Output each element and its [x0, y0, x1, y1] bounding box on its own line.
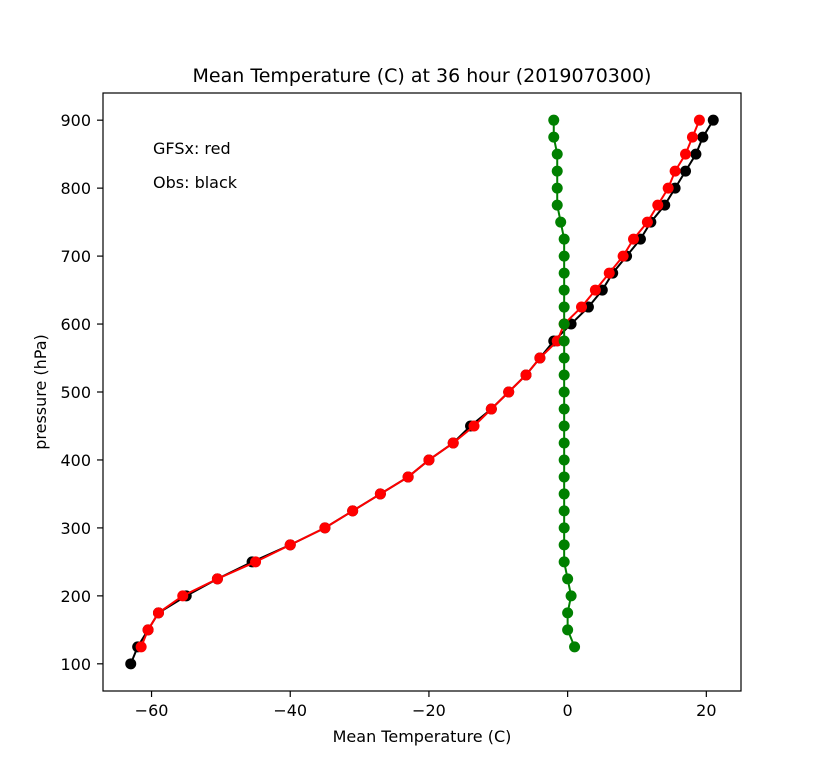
x-tick-label: −60 — [135, 701, 169, 720]
data-point — [142, 624, 154, 636]
y-tick-label: 700 — [60, 247, 91, 266]
data-point — [468, 420, 480, 432]
data-point — [423, 454, 435, 466]
data-point — [558, 454, 570, 466]
data-point — [558, 301, 570, 313]
data-point — [135, 641, 147, 653]
y-tick-label: 400 — [60, 451, 91, 470]
data-point — [565, 590, 577, 602]
y-tick-label: 100 — [60, 655, 91, 674]
data-point — [551, 199, 563, 211]
data-point — [680, 165, 692, 177]
data-point — [569, 641, 581, 653]
data-point — [562, 607, 574, 619]
y-tick-label: 200 — [60, 587, 91, 606]
data-point — [555, 216, 567, 228]
data-point — [558, 420, 570, 432]
y-tick-label: 600 — [60, 315, 91, 334]
chart-title: Mean Temperature (C) at 36 hour (2019070… — [193, 65, 652, 87]
data-point — [558, 318, 570, 330]
data-point — [576, 301, 587, 313]
data-point — [551, 182, 563, 194]
data-point — [562, 624, 574, 636]
data-point — [558, 539, 570, 551]
data-point — [603, 267, 615, 279]
x-tick-label: 0 — [563, 701, 573, 720]
plot-series — [125, 114, 719, 670]
data-point — [693, 114, 705, 126]
series-line — [140, 119, 701, 648]
data-point — [690, 148, 702, 160]
data-point — [374, 488, 386, 500]
y-tick-label: 300 — [60, 519, 91, 538]
data-point — [347, 505, 359, 517]
y-tick-label: 800 — [60, 179, 91, 198]
data-point — [520, 369, 532, 381]
data-point — [669, 165, 681, 177]
data-point — [558, 386, 570, 398]
y-tick-label: 900 — [60, 111, 91, 130]
data-point — [558, 471, 570, 483]
data-point — [319, 522, 331, 534]
data-point — [211, 573, 223, 585]
data-point — [558, 352, 570, 364]
data-point — [662, 182, 674, 194]
data-point — [558, 556, 570, 568]
data-point — [485, 403, 497, 415]
x-axis-label: Mean Temperature (C) — [333, 727, 512, 746]
data-point — [641, 216, 653, 228]
series-0 — [125, 114, 719, 670]
data-point — [284, 539, 296, 551]
data-point — [558, 284, 570, 296]
series-1 — [135, 114, 705, 653]
data-point — [558, 335, 570, 347]
x-tick-label: −20 — [412, 701, 446, 720]
y-tick-label: 500 — [60, 383, 91, 402]
data-point — [551, 148, 563, 160]
data-point — [447, 437, 459, 449]
legend-note-obs: Obs: black — [153, 173, 238, 192]
data-point — [548, 131, 560, 143]
data-point — [697, 131, 709, 143]
data-point — [250, 556, 262, 568]
data-point — [125, 658, 137, 670]
data-point — [177, 590, 189, 602]
data-point — [152, 607, 164, 619]
data-point — [707, 114, 719, 126]
data-point — [617, 250, 629, 262]
x-axis: −60 −40 −20 0 20 — [135, 691, 717, 720]
data-point — [558, 522, 570, 534]
data-point — [558, 488, 570, 500]
data-point — [558, 505, 570, 517]
data-point — [548, 114, 560, 126]
data-point — [562, 573, 574, 585]
data-point — [558, 437, 570, 449]
data-point — [558, 403, 570, 415]
data-point — [558, 250, 570, 262]
data-point — [686, 131, 698, 143]
data-point — [534, 352, 546, 364]
data-point — [680, 148, 692, 160]
data-point — [558, 267, 570, 279]
series-2 — [548, 114, 581, 653]
legend-note-model: GFSx: red — [153, 139, 231, 158]
data-point — [652, 199, 664, 211]
data-point — [558, 369, 570, 381]
x-tick-label: 20 — [696, 701, 716, 720]
data-point — [551, 165, 563, 177]
data-point — [503, 386, 515, 398]
x-tick-label: −40 — [273, 701, 307, 720]
y-axis: 100 200 300 400 500 600 700 800 900 — [60, 111, 103, 674]
series-line — [552, 120, 576, 648]
data-point — [628, 233, 640, 245]
y-axis-label: pressure (hPa) — [31, 334, 50, 450]
data-point — [558, 233, 570, 245]
data-point — [402, 471, 414, 483]
data-point — [589, 284, 601, 296]
